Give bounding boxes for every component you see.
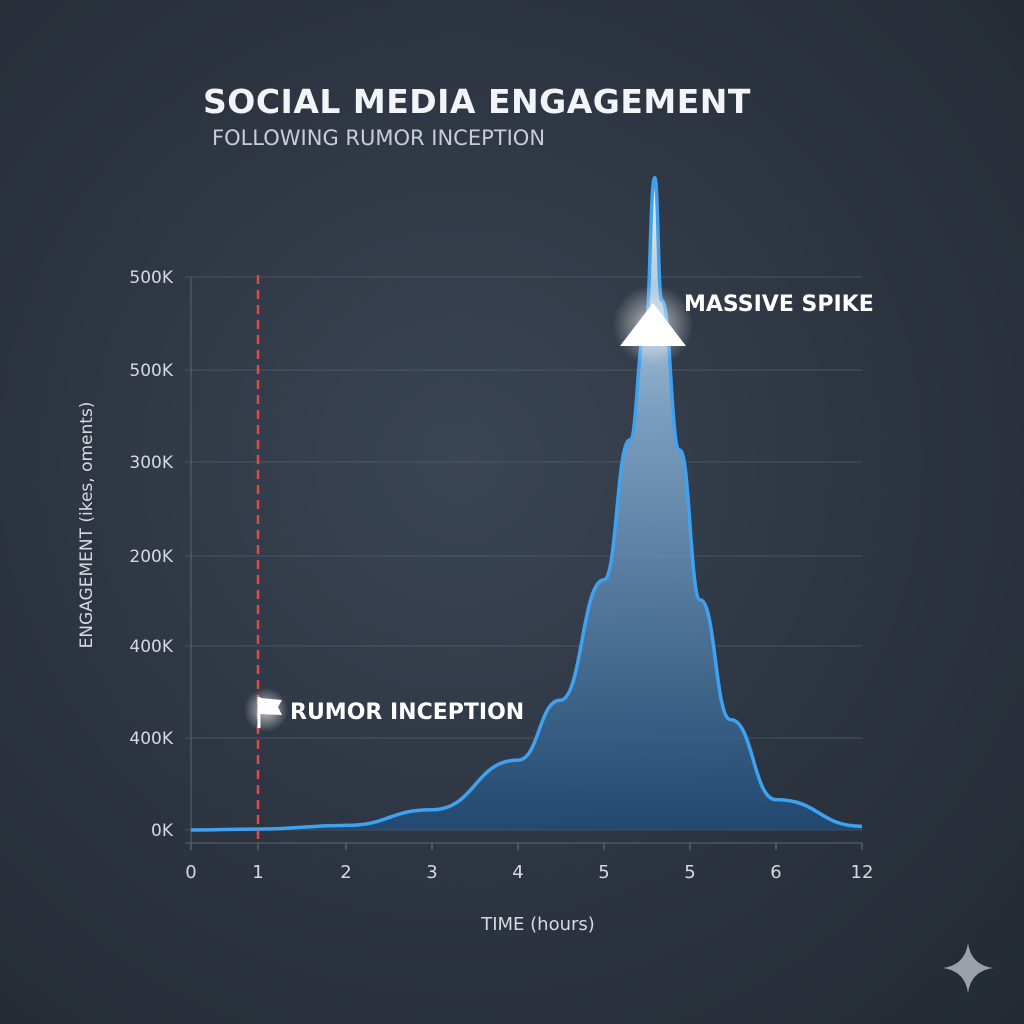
y-tick-label: 400K <box>129 729 173 749</box>
y-axis-label: ENGAGEMENT (ikes, oments) <box>77 402 97 649</box>
x-tick-label: 12 <box>851 862 874 883</box>
x-tick-label: 5 <box>684 862 695 883</box>
x-axis-label: TIME (hours) <box>480 914 595 935</box>
annotation-massive-spike: MASSIVE SPIKE <box>684 292 874 317</box>
x-tick-label: 5 <box>598 862 609 883</box>
x-tick-label: 4 <box>512 862 523 883</box>
y-tick-label: 200K <box>129 547 173 567</box>
triangle-up-icon <box>620 303 686 346</box>
watermark-star-icon <box>943 943 993 993</box>
series-line <box>190 175 863 832</box>
flag-cloth <box>260 698 282 715</box>
chart-subtitle: FOLLOWING RUMOR INCEPTION <box>212 126 546 150</box>
y-tick-label: 300K <box>129 453 173 473</box>
x-tick-label: 1 <box>252 862 263 883</box>
flag-icon <box>257 697 282 728</box>
y-tick-label: 500K <box>129 361 173 381</box>
x-tick-label: 2 <box>340 862 351 883</box>
annotation-rumor-inception: RUMOR INCEPTION <box>290 700 524 725</box>
chart-title: SOCIAL MEDIA ENGAGEMENT <box>203 82 751 121</box>
x-tick-label: 0 <box>185 862 196 883</box>
area-fill <box>191 177 862 831</box>
x-tick-label: 3 <box>426 862 437 883</box>
y-tick-label: 500K <box>129 268 173 288</box>
x-tick-label: 6 <box>770 862 781 883</box>
y-tick-label: 400K <box>129 637 173 657</box>
y-tick-label: 0K <box>151 821 174 841</box>
